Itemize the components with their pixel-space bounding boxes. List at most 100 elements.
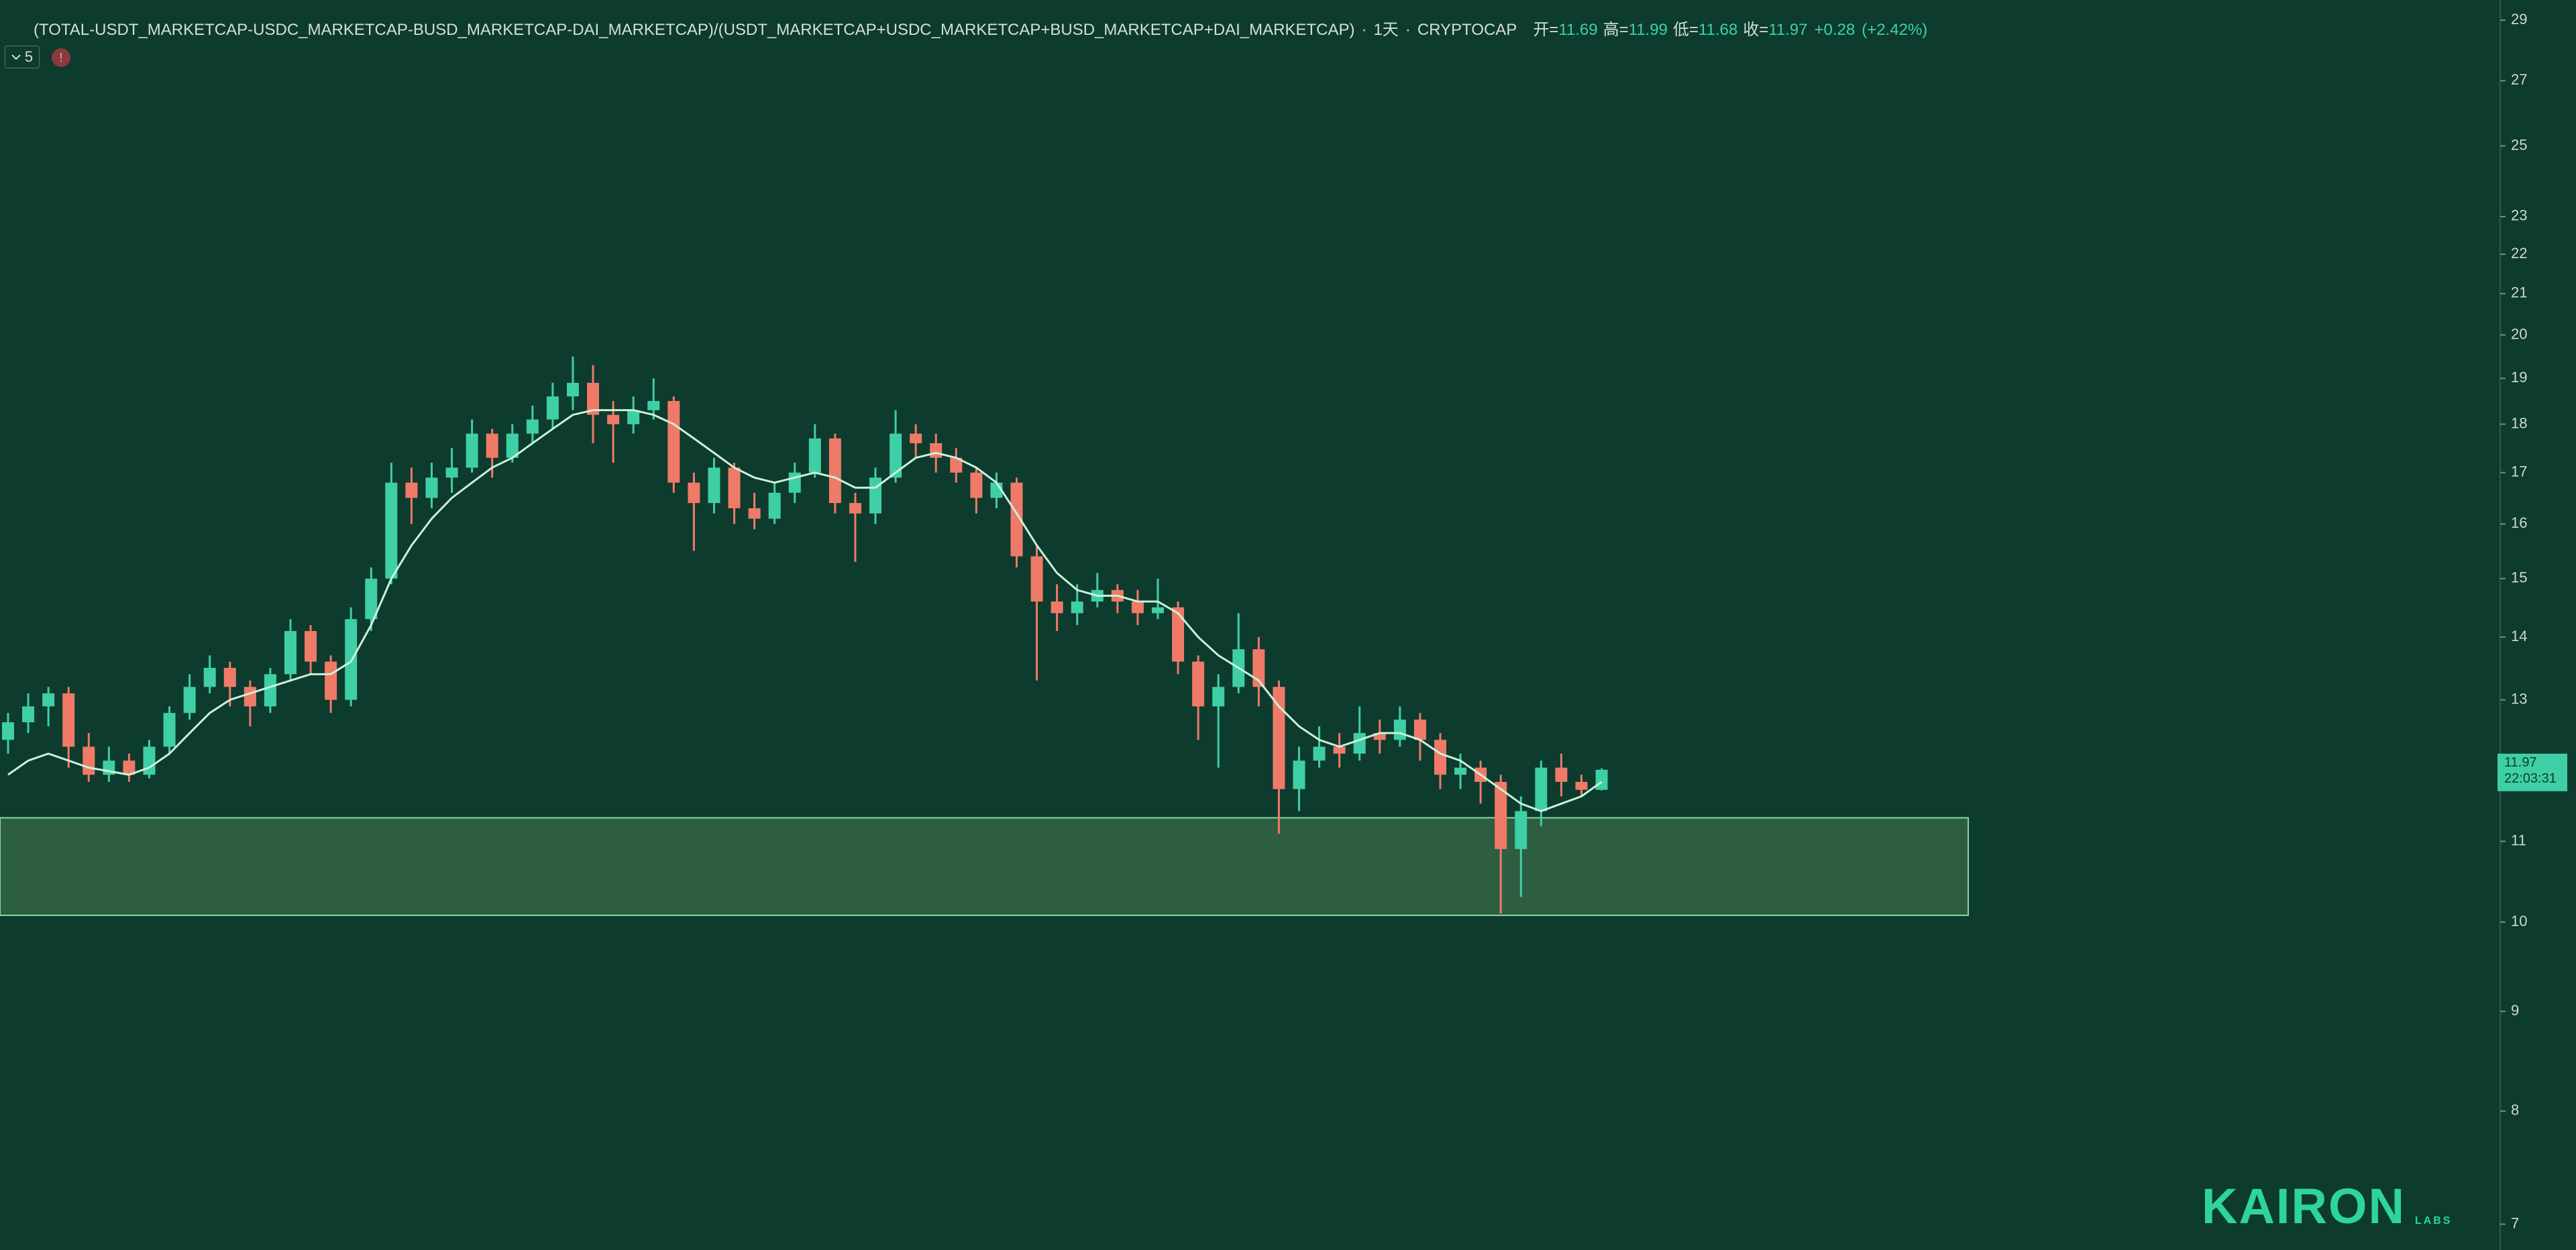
candle-body [325,661,337,700]
ohlc-value: 11.99 [1628,21,1668,39]
candle-body [345,619,358,700]
candle-body [223,667,236,687]
candle-body [1353,733,1366,754]
candle-body [163,713,176,747]
candle-body [264,674,276,707]
candle-body [587,382,600,415]
candle-body [647,400,660,410]
candle-body [62,693,75,747]
candle-body [284,630,297,675]
logo-name: KAIRON [2202,1178,2406,1234]
candle-body [1555,767,1568,782]
candle-body [828,438,841,504]
y-tick-label: 25 [2511,136,2527,153]
candle-body [1172,607,1185,662]
y-tick-label: 14 [2511,628,2527,644]
ohlc-value: 11.68 [1698,21,1738,39]
y-tick-label: 16 [2511,514,2527,531]
candle-body [1151,607,1164,614]
candle-body [768,492,781,519]
candle-body [970,472,983,498]
y-tick-label: 27 [2511,71,2527,88]
candle-body [1535,767,1548,811]
candle-body [1273,687,1285,789]
y-tick-label: 13 [2511,690,2527,707]
interval[interactable]: 1天 [1373,21,1399,39]
ohlc-value: 11.97 [1768,21,1808,39]
candle-body [1313,746,1326,761]
indicators-toggle[interactable]: 5 [5,46,40,68]
candle-body [1192,661,1205,707]
ohlc-label: 低= [1672,21,1699,39]
candle-body [244,687,256,707]
candle-body [1010,482,1023,557]
ohlc-label: 高= [1603,21,1629,39]
candle-body [466,433,478,468]
candle-body [203,667,216,687]
candle-body [1293,760,1305,789]
y-tick-label: 8 [2511,1102,2519,1119]
candle-body [365,578,378,620]
y-tick-label: 10 [2511,913,2527,929]
candle-body [950,457,963,473]
candle-body [930,443,943,458]
candle-body [728,467,741,508]
ohlc-item: 开=11.69 [1533,16,1597,40]
candle-body [688,482,700,504]
ohlc-item: 低=11.68 [1673,16,1737,40]
candle-body [1413,720,1426,740]
y-tick-label: 21 [2511,284,2527,301]
candle-body [445,467,458,478]
logo-sub: LABS [2414,1215,2453,1227]
y-tick-label: 9 [2511,1002,2519,1019]
y-tick-label: 15 [2511,569,2527,586]
ohlc-label: 开= [1533,21,1559,39]
ohlc-legend: 开=11.69 高=11.99 低=11.68 收=11.97 [1533,16,1807,40]
header: (TOTAL-USDT_MARKETCAP-USDC_MARKETCAP-BUS… [34,16,1927,40]
moving-average-line [7,409,1603,813]
last-price-label: 11.97 [2504,755,2537,770]
candle-body [123,760,136,775]
candle-body [667,400,680,483]
candle-body [546,396,559,420]
candle-body [1051,601,1063,614]
candle-body [2,722,14,740]
candle-body [425,477,438,498]
candle-body [1131,601,1144,614]
y-tick-label: 23 [2511,207,2527,224]
candle-body [1595,769,1608,790]
candle-body [607,414,620,424]
candle-body [1030,556,1043,602]
candle-body [42,693,55,707]
ohlc-item: 高=11.99 [1603,16,1668,40]
candle-body [910,433,922,443]
candle-body [890,433,902,478]
y-tick-label: 20 [2511,325,2527,342]
y-tick-label: 7 [2511,1214,2519,1231]
candle-body [1071,601,1083,614]
y-tick-label: 22 [2511,245,2527,262]
y-tick-label: 18 [2511,414,2527,431]
candle-body [385,482,398,579]
ohlc-value: 11.69 [1558,21,1598,39]
candle-body [506,433,519,458]
candle-body [83,746,95,775]
y-tick-label: 11 [2511,832,2526,848]
candle-body [1434,740,1446,775]
last-price-box [2498,753,2567,791]
error-badge[interactable]: ! [52,48,70,67]
support-zone [0,817,1969,916]
candle-body [526,419,539,434]
candle-body [1333,746,1346,754]
ohlc-label: 收= [1743,21,1769,39]
candle-body [566,382,579,397]
exchange: CRYPTOCAP [1417,21,1517,39]
change: +0.28 [1814,21,1856,39]
chart-title: (TOTAL-USDT_MARKETCAP-USDC_MARKETCAP-BUS… [34,21,1355,39]
candle-body [1373,733,1386,740]
candle-body [808,438,821,473]
candle-body [708,467,720,504]
y-tick-label: 17 [2511,463,2527,480]
